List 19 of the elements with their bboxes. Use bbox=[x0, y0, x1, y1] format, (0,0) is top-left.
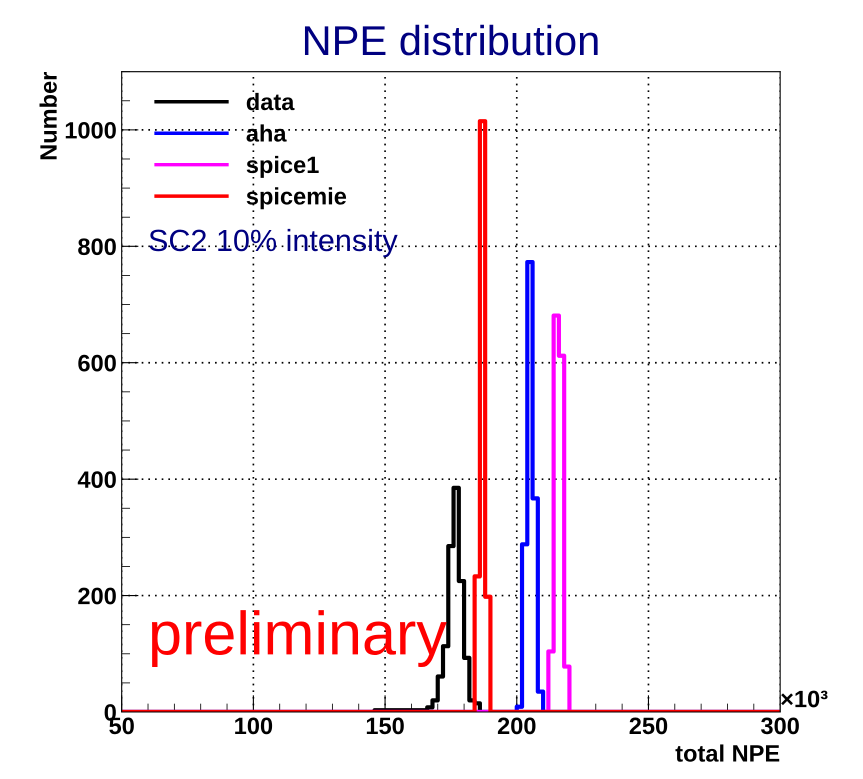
y-tick-label: 400 bbox=[78, 471, 116, 488]
legend-label: spicemie bbox=[246, 187, 346, 210]
x-tick-label: 300 bbox=[761, 717, 799, 734]
x-tick-label: 150 bbox=[366, 717, 404, 734]
y-tick-label: 800 bbox=[78, 238, 116, 256]
y-axis-title: Number bbox=[40, 72, 57, 160]
y-tick-label: 200 bbox=[78, 588, 116, 604]
x-tick-label: 250 bbox=[630, 717, 668, 734]
legend-label: spice1 bbox=[246, 156, 319, 178]
chart-title: NPE distribution bbox=[304, 24, 598, 56]
y-tick-label: 1000 bbox=[66, 122, 116, 139]
y-tick-label: 600 bbox=[78, 354, 116, 372]
legend-label: aha bbox=[246, 124, 287, 142]
text: ×10³ bbox=[781, 690, 828, 708]
x-axis-title: total NPE bbox=[675, 744, 780, 762]
legend-label: data bbox=[246, 92, 295, 110]
x-tick-label: 200 bbox=[498, 717, 536, 734]
annotation: SC2 10% intensity bbox=[149, 228, 398, 258]
x-tick-label: 100 bbox=[235, 717, 272, 734]
